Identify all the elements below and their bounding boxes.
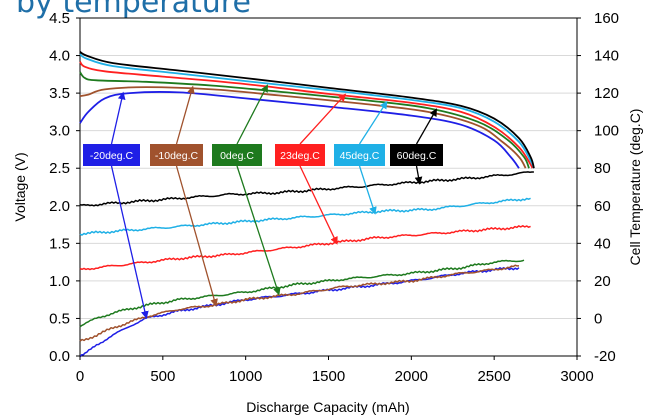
- legend: -20deg.C -10deg.C 0deg.C 23deg.C 45deg.C 60de…: [83, 144, 443, 166]
- voltage-line-60deg.C: [79, 51, 535, 169]
- leader-arrow-voltage: [415, 108, 437, 145]
- x-axis-label: Discharge Capacity (mAh): [246, 399, 409, 415]
- y-tick-label: 4.0: [49, 48, 70, 65]
- legend-label: 0deg.C: [220, 150, 254, 162]
- y2-axis-label: Cell Temperature (deg.C): [627, 109, 643, 266]
- y-tick-label: 1.0: [49, 273, 70, 290]
- leader-arrow-temperature: [110, 165, 149, 320]
- y-axis-ticks: 0.0 0.5 1.0 1.5 2.0 2.5 3.0 3.5 4.0 4.5: [49, 10, 80, 365]
- y-tick-label: 0.0: [49, 348, 70, 365]
- voltage-line--10deg.C: [79, 86, 527, 169]
- gridlines: [80, 55, 577, 319]
- y-tick-label: 1.5: [49, 235, 70, 252]
- x-tick-label: 1500: [312, 368, 345, 385]
- y-tick-label: 4.5: [49, 10, 70, 27]
- y-tick-label: 2.5: [49, 160, 70, 177]
- y2-axis-ticks: -20 0 20 40 60 80 100 120 140 160: [577, 10, 619, 365]
- leader-arrow-temperature: [414, 165, 423, 185]
- y2-tick-label: 160: [594, 10, 619, 27]
- legend-label: 45deg.C: [340, 150, 380, 162]
- leader-arrow-voltage: [299, 93, 347, 145]
- voltage-line-0deg.C: [79, 71, 530, 169]
- temperature-series: [79, 171, 534, 358]
- voltage-line-23deg.C: [79, 60, 534, 169]
- y-axis-label: Voltage (V): [12, 152, 28, 221]
- leader-arrow-voltage: [236, 84, 268, 145]
- y2-tick-label: 60: [594, 198, 611, 215]
- legend-box-45deg.C: [334, 144, 385, 166]
- y-tick-label: 0.5: [49, 310, 70, 327]
- legend-label: -20deg.C: [90, 150, 134, 162]
- x-tick-label: 0: [76, 368, 84, 385]
- y2-tick-label: 80: [594, 160, 611, 177]
- y2-tick-label: 40: [594, 235, 611, 252]
- legend-box-0deg.C: [212, 144, 262, 166]
- leader-arrow-temperature: [299, 165, 338, 245]
- x-tick-label: 2500: [477, 368, 510, 385]
- temperature-line-60deg.C: [79, 171, 534, 207]
- x-tick-label: 3000: [560, 368, 593, 385]
- leader-arrow-temperature: [358, 165, 377, 215]
- x-tick-label: 500: [150, 368, 175, 385]
- x-tick-label: 1000: [229, 368, 262, 385]
- legend-label: -10deg.C: [155, 150, 199, 162]
- x-axis-ticks: 0 500 1000 1500 2000 2500 3000: [76, 356, 594, 385]
- legend-box--20deg.C: [83, 144, 140, 166]
- y-tick-label: 2.0: [49, 198, 70, 215]
- y2-tick-label: 100: [594, 123, 619, 140]
- leader-arrow-voltage: [175, 85, 195, 145]
- y-tick-label: 3.5: [49, 85, 70, 102]
- legend-label: 60deg.C: [397, 150, 437, 162]
- y2-tick-label: -20: [594, 348, 616, 365]
- x-tick-label: 2000: [395, 368, 428, 385]
- voltage-series: [79, 51, 535, 169]
- legend-leader-lines: [110, 84, 437, 320]
- voltage-line--20deg.C: [79, 91, 520, 169]
- y-tick-label: 3.0: [49, 123, 70, 140]
- temperature-line-0deg.C: [79, 259, 525, 328]
- temperature-line-45deg.C: [79, 197, 531, 236]
- chart-title: by temperature: [16, 0, 251, 20]
- leader-arrow-voltage: [110, 91, 126, 145]
- voltage-line-45deg.C: [79, 53, 535, 169]
- legend-box--10deg.C: [150, 144, 203, 166]
- legend-box-23deg.C: [275, 144, 325, 166]
- leader-arrow-temperature: [236, 165, 281, 296]
- temperature-line-23deg.C: [79, 225, 531, 271]
- temperature-line--10deg.C: [79, 264, 519, 342]
- y2-tick-label: 140: [594, 48, 619, 65]
- y2-tick-label: 0: [594, 310, 602, 327]
- y2-tick-label: 20: [594, 273, 611, 290]
- legend-label: 23deg.C: [280, 150, 320, 162]
- legend-box-60deg.C: [390, 144, 443, 166]
- y2-tick-label: 120: [594, 85, 619, 102]
- leader-arrow-temperature: [175, 165, 218, 307]
- leader-arrow-voltage: [358, 100, 388, 145]
